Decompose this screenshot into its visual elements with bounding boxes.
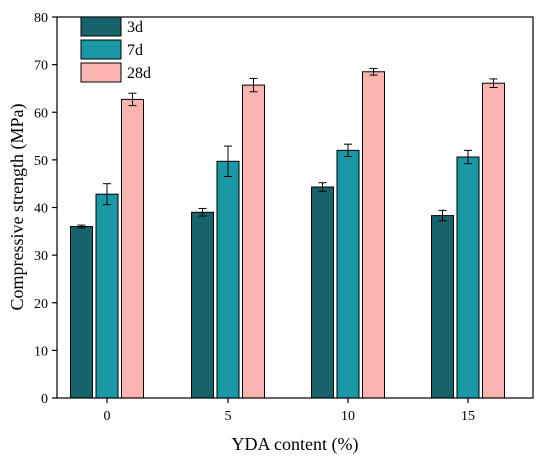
y-tick-label: 80 (34, 11, 48, 26)
y-tick-label: 70 (34, 59, 48, 74)
bar-28d-10 (362, 71, 385, 399)
x-tick-label: 5 (225, 409, 232, 424)
bar-28d-0 (121, 98, 144, 399)
x-tick-label: 15 (461, 409, 475, 424)
y-tick-label: 20 (34, 297, 48, 312)
y-tick-label: 10 (34, 344, 48, 359)
y-tick-label: 30 (34, 249, 48, 264)
legend-swatch-3d (80, 16, 122, 37)
bar-7d-5 (216, 160, 240, 399)
bar-28d-15 (482, 82, 505, 399)
y-axis-title: Compressive strength (MPa) (7, 104, 28, 311)
y-axis: 0 10 20 30 40 50 60 70 80 (34, 11, 57, 407)
legend-label-7d: 7d (127, 42, 143, 59)
bar-3d-10 (311, 186, 334, 399)
bar-3d-5 (191, 211, 214, 399)
legend-label-28d: 28d (127, 65, 151, 82)
y-tick-label: 0 (41, 392, 48, 407)
bar-28d-5 (242, 84, 265, 399)
y-tick-label: 50 (34, 154, 48, 169)
bar-7d-10 (336, 149, 360, 399)
y-tick-label: 60 (34, 106, 48, 121)
legend-label-3d: 3d (127, 19, 143, 36)
bar-7d-0 (95, 193, 119, 399)
x-tick-label: 0 (104, 409, 111, 424)
x-axis-title: YDA content (%) (232, 434, 359, 455)
bar-7d-15 (456, 156, 480, 399)
bar-3d-0 (70, 226, 93, 399)
legend-swatch-28d (80, 62, 122, 83)
x-axis: 0 5 10 15 (104, 398, 475, 424)
bars-layer (70, 71, 505, 399)
x-tick-label: 10 (341, 409, 355, 424)
legend: 3d 7d 28d (80, 16, 151, 83)
y-tick-label: 40 (34, 202, 48, 217)
error-bars-layer (77, 67, 498, 229)
legend-swatch-7d (80, 39, 122, 60)
bar-3d-15 (431, 215, 454, 399)
